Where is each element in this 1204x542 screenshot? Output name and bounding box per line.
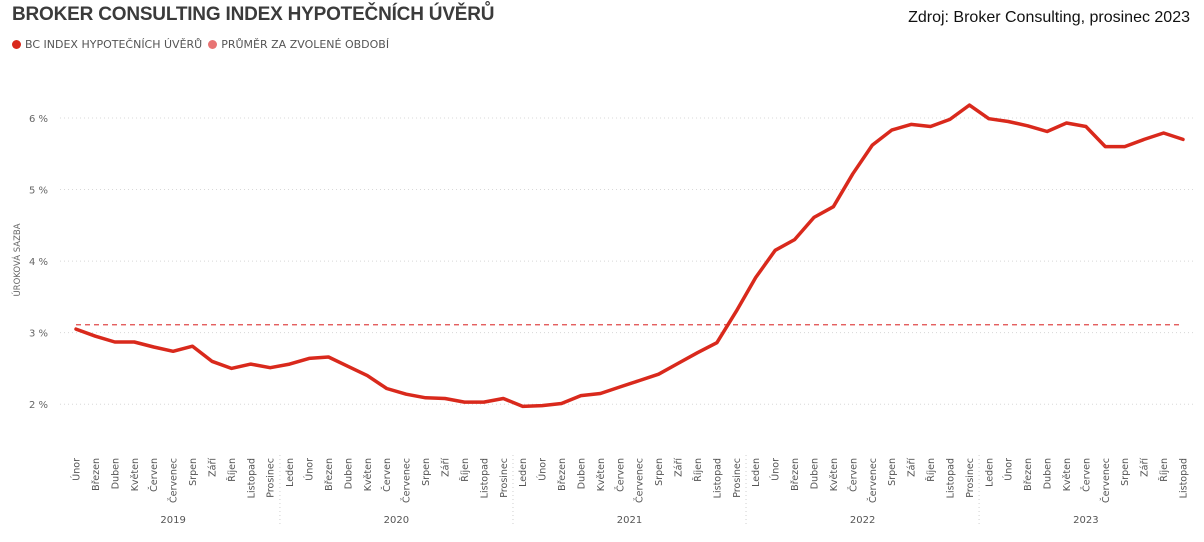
x-tick-label: Leden	[984, 458, 995, 487]
year-label: 2019	[160, 515, 185, 526]
source-note: Zdroj: Broker Consulting, prosinec 2023	[908, 9, 1190, 26]
x-tick-label: Květen	[829, 458, 840, 491]
x-tick-label: Červen	[148, 458, 160, 492]
x-tick-label: Leden	[751, 458, 762, 487]
x-tick-label: Březen	[557, 458, 568, 491]
x-tick-label: Březen	[1023, 458, 1034, 491]
x-tick-label: Listopad	[712, 458, 723, 498]
x-axis-years: 2019 2020 2021 2022 2023	[160, 455, 1099, 526]
y-tick-label: 2 %	[29, 400, 48, 411]
x-tick-label: Červen	[614, 458, 626, 492]
x-tick-label: Červenec	[1100, 458, 1112, 503]
x-tick-label: Květen	[130, 458, 141, 491]
x-tick-label: Listopad	[246, 458, 257, 498]
x-tick-label: Květen	[363, 458, 374, 491]
legend-marker-index	[12, 40, 21, 49]
x-tick-label: Únor	[71, 458, 83, 481]
x-tick-label: Duben	[576, 458, 587, 489]
x-tick-label: Únor	[537, 458, 549, 481]
legend-item-average[interactable]: PRŮMĚR ZA ZVOLENÉ OBDOBÍ	[208, 38, 389, 51]
legend-marker-average	[208, 40, 218, 49]
x-tick-label: Prosinec	[965, 458, 976, 498]
x-tick-label: Srpen	[421, 458, 432, 486]
legend-item-index[interactable]: BC INDEX HYPOTEČNÍCH ÚVĚRŮ	[12, 38, 202, 51]
x-tick-label: Duben	[1043, 458, 1054, 489]
x-tick-label: Únor	[304, 458, 316, 481]
x-tick-label: Červenec	[401, 458, 413, 503]
x-tick-label: Září	[207, 458, 218, 477]
x-tick-label: Březen	[324, 458, 335, 491]
legend-label-index: BC INDEX HYPOTEČNÍCH ÚVĚRŮ	[25, 38, 203, 51]
x-tick-label: Září	[1140, 458, 1151, 477]
x-tick-label: Prosinec	[266, 458, 277, 498]
x-tick-label: Duben	[110, 458, 121, 489]
series-group	[74, 103, 1185, 409]
x-tick-label: Únor	[770, 458, 782, 481]
y-tick-label: 6 %	[29, 114, 48, 125]
x-tick-label: Říjen	[1159, 458, 1170, 482]
year-label: 2023	[1073, 515, 1098, 526]
x-tick-label: Srpen	[1120, 458, 1131, 486]
legend-label-average: PRŮMĚR ZA ZVOLENÉ OBDOBÍ	[221, 38, 390, 51]
y-tick-label: 3 %	[29, 329, 48, 340]
legend: BC INDEX HYPOTEČNÍCH ÚVĚRŮ PRŮMĚR ZA ZVO…	[12, 38, 395, 51]
x-tick-label: Září	[907, 458, 918, 477]
x-tick-label: Červenec	[168, 458, 180, 503]
x-tick-label: Duben	[343, 458, 354, 489]
y-axis-label-group: ÚROKOVÁ SAZBA	[11, 223, 23, 296]
x-tick-label: Listopad	[945, 458, 956, 498]
x-tick-label: Leden	[285, 458, 296, 487]
x-tick-label: Září	[441, 458, 452, 477]
x-tick-label: Červen	[1080, 458, 1092, 492]
series-line-index[interactable]	[74, 103, 1185, 409]
x-tick-label: Říjen	[693, 458, 704, 482]
chart-title: BROKER CONSULTING INDEX HYPOTEČNÍCH ÚVĚR…	[12, 4, 495, 25]
x-tick-label: Listopad	[479, 458, 490, 498]
x-tick-label: Březen	[790, 458, 801, 491]
year-label: 2021	[617, 515, 642, 526]
x-tick-label: Červen	[381, 458, 393, 492]
x-tick-label: Srpen	[188, 458, 199, 486]
x-tick-label: Březen	[91, 458, 102, 491]
year-label: 2020	[384, 515, 409, 526]
y-tick-label: 4 %	[29, 257, 48, 268]
x-tick-label: Srpen	[654, 458, 665, 486]
x-tick-label: Červenec	[634, 458, 646, 503]
x-tick-label: Říjen	[926, 458, 937, 482]
x-tick-label: Červenec	[867, 458, 879, 503]
x-tick-label: Duben	[810, 458, 821, 489]
x-tick-label: Říjen	[460, 458, 471, 482]
year-label: 2022	[850, 515, 875, 526]
x-tick-label: Srpen	[887, 458, 898, 486]
y-axis-ticks: 2 % 3 % 4 % 5 % 6 %	[29, 114, 48, 411]
x-axis-ticks: Únor Březen Duben Květen Červen Červenec Srpen…	[71, 458, 1190, 503]
y-tick-label: 5 %	[29, 186, 48, 197]
x-tick-label: Prosinec	[732, 458, 743, 498]
x-tick-label: Únor	[1003, 458, 1015, 481]
x-tick-label: Leden	[518, 458, 529, 487]
x-tick-label: Září	[674, 458, 685, 477]
x-tick-label: Květen	[596, 458, 607, 491]
x-tick-label: Listopad	[1179, 458, 1190, 498]
x-tick-label: Červen	[847, 458, 859, 492]
x-tick-label: Prosinec	[499, 458, 510, 498]
gridlines	[60, 117, 1196, 405]
x-tick-label: Květen	[1062, 458, 1073, 491]
x-tick-label: Říjen	[227, 458, 238, 482]
y-axis-label: ÚROKOVÁ SAZBA	[11, 223, 23, 296]
